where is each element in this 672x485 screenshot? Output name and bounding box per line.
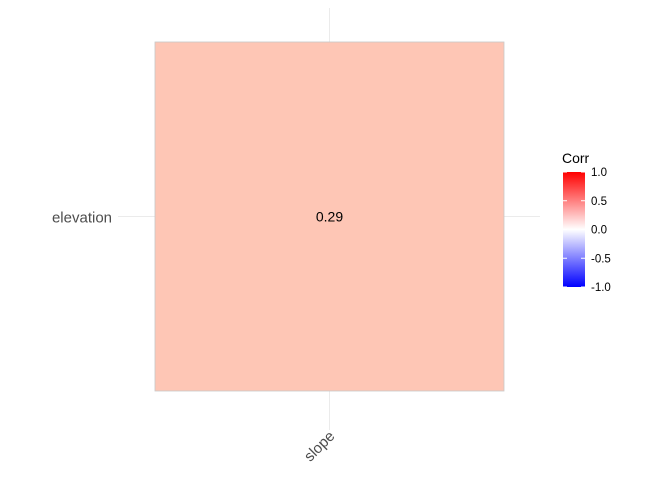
legend-break-label: 1.0	[591, 167, 607, 179]
legend-break-label: 0.5	[591, 196, 607, 208]
legend-colorbar	[563, 172, 585, 287]
heatmap-cell	[154, 41, 505, 392]
y-tick-label: elevation	[52, 210, 112, 227]
legend-break-label: -1.0	[591, 282, 611, 294]
legend-break-label: 0.0	[591, 225, 607, 237]
legend-title: Corr	[562, 150, 590, 166]
heatmap-cells: 0.29	[154, 41, 505, 392]
cell-value-label: 0.29	[316, 209, 343, 225]
legend-break-label: -0.5	[591, 253, 611, 265]
x-tick-label: slope	[301, 428, 338, 465]
legend: Corr 1.0 0.5 0.0 -0.5 -1.0	[562, 150, 611, 294]
